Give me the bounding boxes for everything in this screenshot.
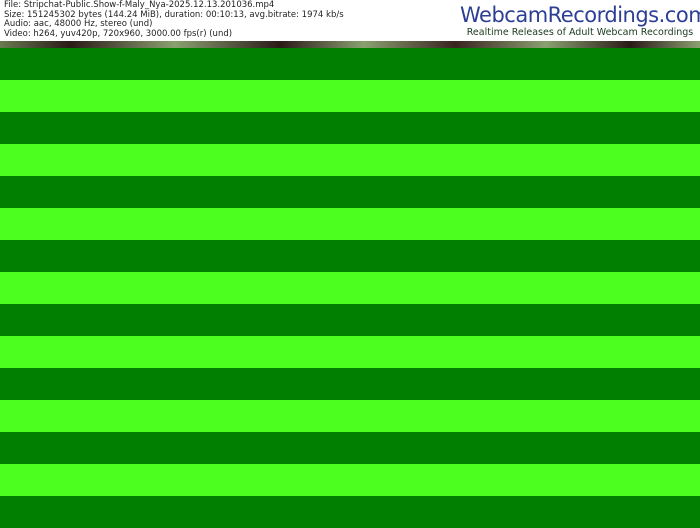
green-band	[0, 464, 700, 496]
site-logo: WebcamRecordings.com Realtime Releases o…	[460, 3, 700, 38]
green-band	[0, 432, 700, 464]
green-band	[0, 48, 700, 80]
green-band	[0, 336, 700, 368]
thumbnail-strip	[0, 41, 700, 49]
corrupted-frame-area	[0, 48, 700, 528]
file-size: Size: 151245302 bytes (144.24 MiB), dura…	[4, 9, 344, 20]
green-band	[0, 400, 700, 432]
green-band	[0, 496, 700, 528]
file-info: File: Stripchat-Public.Show-f-Maly_Nya-2…	[4, 0, 344, 39]
green-band	[0, 176, 700, 208]
green-band	[0, 112, 700, 144]
green-band	[0, 304, 700, 336]
green-band	[0, 240, 700, 272]
logo-title: WebcamRecordings.com	[460, 3, 700, 27]
audio-info: Audio: aac, 48000 Hz, stereo (und)	[4, 19, 153, 30]
video-info: Video: h264, yuv420p, 720x960, 3000.00 f…	[4, 28, 233, 39]
green-band	[0, 272, 700, 304]
logo-tagline: Realtime Releases of Adult Webcam Record…	[466, 27, 694, 38]
file-name: File: Stripchat-Public.Show-f-Maly_Nya-2…	[4, 0, 275, 10]
green-band	[0, 368, 700, 400]
green-band	[0, 80, 700, 112]
green-band	[0, 208, 700, 240]
green-band	[0, 144, 700, 176]
